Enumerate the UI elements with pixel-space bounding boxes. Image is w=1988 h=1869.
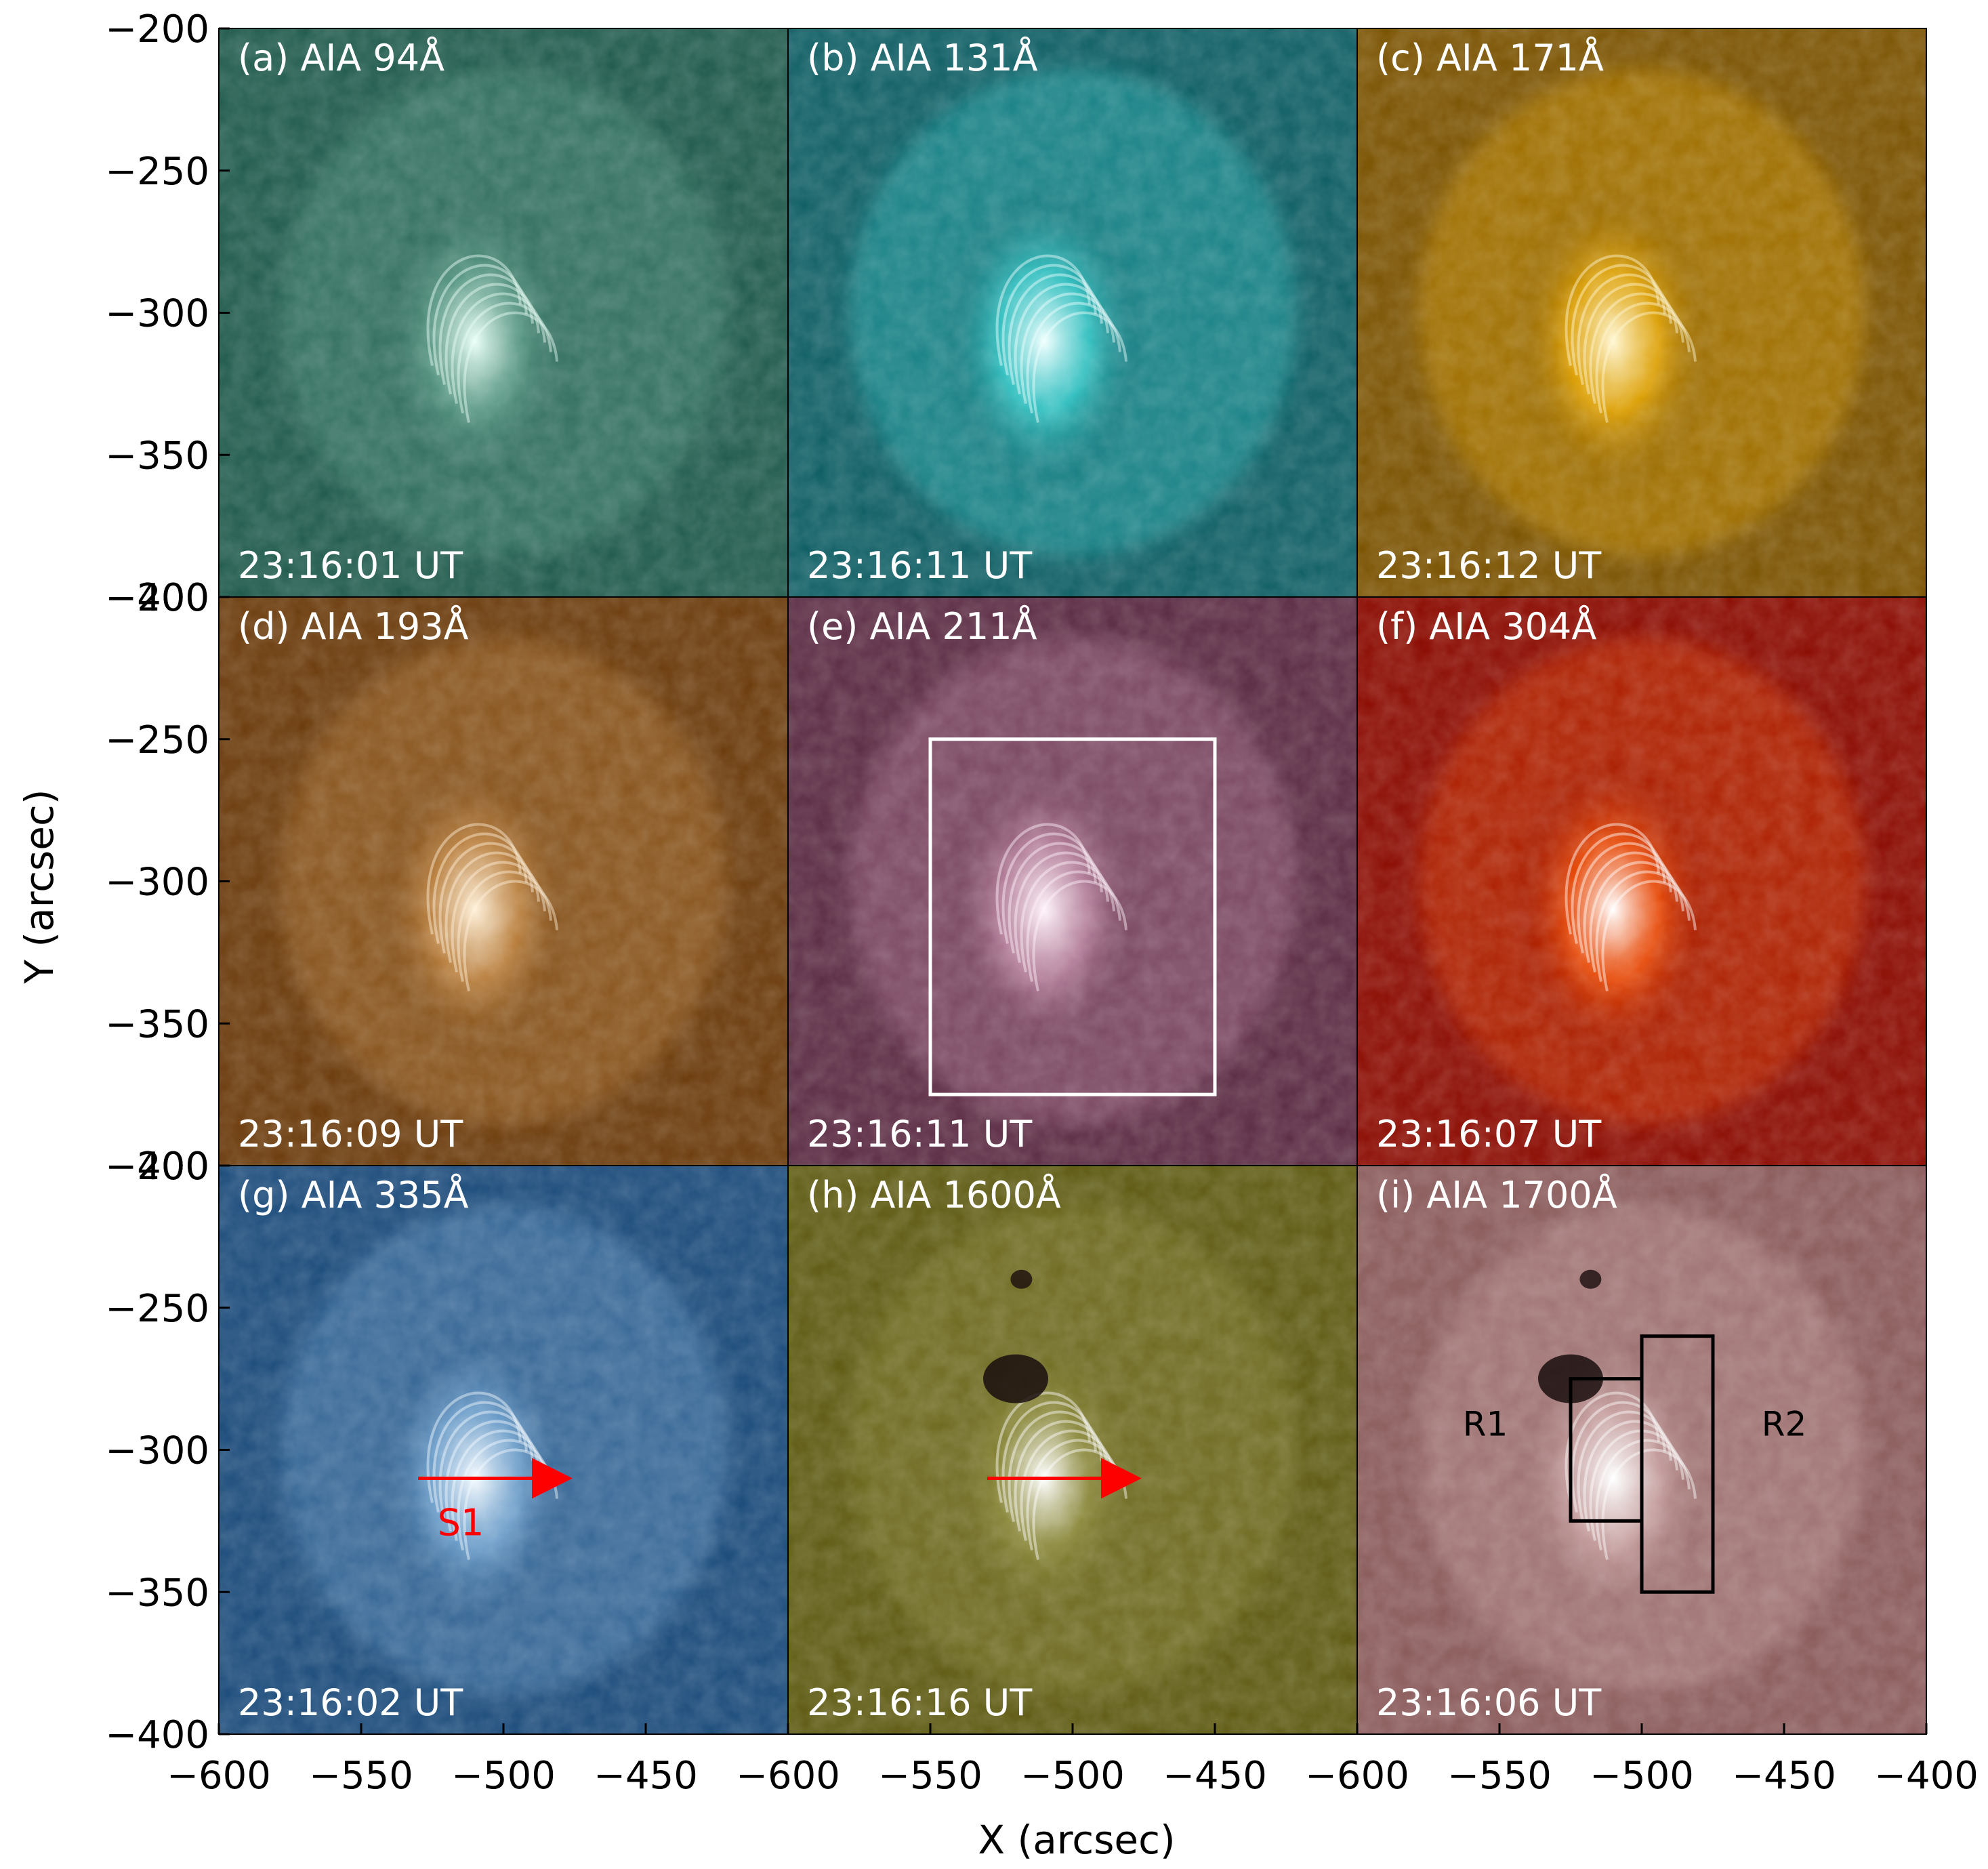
x-tick-label: −600 bbox=[736, 1754, 840, 1798]
panel-b: (b) AIA 131Å 23:16:11 UT bbox=[787, 28, 1358, 598]
y-tick-label: −200 bbox=[105, 1145, 209, 1189]
y-tick-label: −350 bbox=[105, 434, 209, 478]
panel-e: (e) AIA 211Å 23:16:11 UT bbox=[787, 596, 1358, 1166]
y-tick-label: −400 bbox=[105, 1713, 209, 1757]
x-tick-label: −550 bbox=[1447, 1754, 1552, 1798]
x-tick-label: −450 bbox=[1732, 1754, 1836, 1798]
y-tick-label: −250 bbox=[105, 150, 209, 194]
panel-title: (a) AIA 94Å bbox=[238, 36, 444, 79]
x-tick-label: −450 bbox=[1163, 1754, 1267, 1798]
ribbon-label-r1: R1 bbox=[1463, 1405, 1508, 1444]
y-tick-label: −350 bbox=[105, 1002, 209, 1046]
panel-g: (g) AIA 335Å 23:16:02 UT bbox=[218, 1165, 789, 1735]
panel-title: (g) AIA 335Å bbox=[238, 1173, 469, 1216]
x-tick-label: −400 bbox=[1874, 1754, 1979, 1798]
x-tick-label: −600 bbox=[1305, 1754, 1409, 1798]
panel-h: (h) AIA 1600Å 23:16:16 UT bbox=[787, 1165, 1358, 1735]
y-tick-label: −300 bbox=[105, 1429, 209, 1473]
panel-grid: (a) AIA 94Å 23:16:01 UT (b) AIA 131Å 23:16:… bbox=[218, 28, 1927, 1735]
slit-label: S1 bbox=[438, 1501, 484, 1544]
y-tick-label: −350 bbox=[105, 1571, 209, 1615]
panel-title: (c) AIA 171Å bbox=[1376, 36, 1604, 79]
panel-f: (f) AIA 304Å 23:16:07 UT bbox=[1357, 596, 1927, 1166]
panel-d: (d) AIA 193Å 23:16:09 UT bbox=[218, 596, 789, 1166]
ribbon-label-r2: R2 bbox=[1762, 1405, 1807, 1444]
x-axis-label: X (arcsec) bbox=[978, 1817, 1175, 1863]
panel-c: (c) AIA 171Å 23:16:12 UT bbox=[1357, 28, 1927, 598]
y-tick-label: −300 bbox=[105, 292, 209, 336]
y-tick-label: −250 bbox=[105, 718, 209, 762]
panel-timestamp: 23:16:11 UT bbox=[807, 544, 1033, 587]
panel-timestamp: 23:16:02 UT bbox=[238, 1681, 463, 1724]
panel-a: (a) AIA 94Å 23:16:01 UT bbox=[218, 28, 789, 598]
y-axis-label: Y (arcsec) bbox=[16, 789, 62, 985]
x-tick-label: −500 bbox=[451, 1754, 556, 1798]
panel-timestamp: 23:16:09 UT bbox=[238, 1113, 463, 1155]
panel-title: (b) AIA 131Å bbox=[807, 36, 1038, 79]
x-tick-label: −550 bbox=[878, 1754, 982, 1798]
panel-title: (h) AIA 1600Å bbox=[807, 1173, 1061, 1216]
axes: −200−250−300−350−400−200−250−300−350−400… bbox=[105, 7, 1979, 1798]
x-tick-label: −500 bbox=[1590, 1754, 1694, 1798]
panel-timestamp: 23:16:01 UT bbox=[238, 544, 463, 587]
panel-title: (e) AIA 211Å bbox=[807, 604, 1037, 648]
y-tick-label: −400 bbox=[105, 576, 209, 620]
sunspot bbox=[983, 1354, 1048, 1403]
panel-timestamp: 23:16:07 UT bbox=[1376, 1113, 1602, 1155]
panel-title: (i) AIA 1700Å bbox=[1376, 1173, 1617, 1216]
panel-title: (f) AIA 304Å bbox=[1376, 604, 1596, 648]
panel-title: (d) AIA 193Å bbox=[238, 604, 469, 648]
panel-timestamp: 23:16:16 UT bbox=[807, 1681, 1033, 1724]
panel-timestamp: 23:16:06 UT bbox=[1376, 1681, 1602, 1724]
x-tick-label: −500 bbox=[1020, 1754, 1125, 1798]
x-tick-label: −450 bbox=[594, 1754, 698, 1798]
x-tick-label: −550 bbox=[309, 1754, 413, 1798]
region-box bbox=[928, 737, 1217, 1096]
panel-timestamp: 23:16:11 UT bbox=[807, 1113, 1033, 1155]
panel-i: (i) AIA 1700Å 23:16:06 UT bbox=[1357, 1165, 1927, 1735]
y-tick-label: −250 bbox=[105, 1287, 209, 1331]
y-tick-label: −200 bbox=[105, 7, 209, 52]
panel-timestamp: 23:16:12 UT bbox=[1376, 544, 1602, 587]
x-tick-label: −600 bbox=[167, 1754, 271, 1798]
ribbon-box-r2 bbox=[1640, 1334, 1715, 1594]
y-tick-label: −300 bbox=[105, 861, 209, 905]
y-tick-label: −400 bbox=[105, 1145, 209, 1189]
y-tick-label: −200 bbox=[105, 576, 209, 620]
